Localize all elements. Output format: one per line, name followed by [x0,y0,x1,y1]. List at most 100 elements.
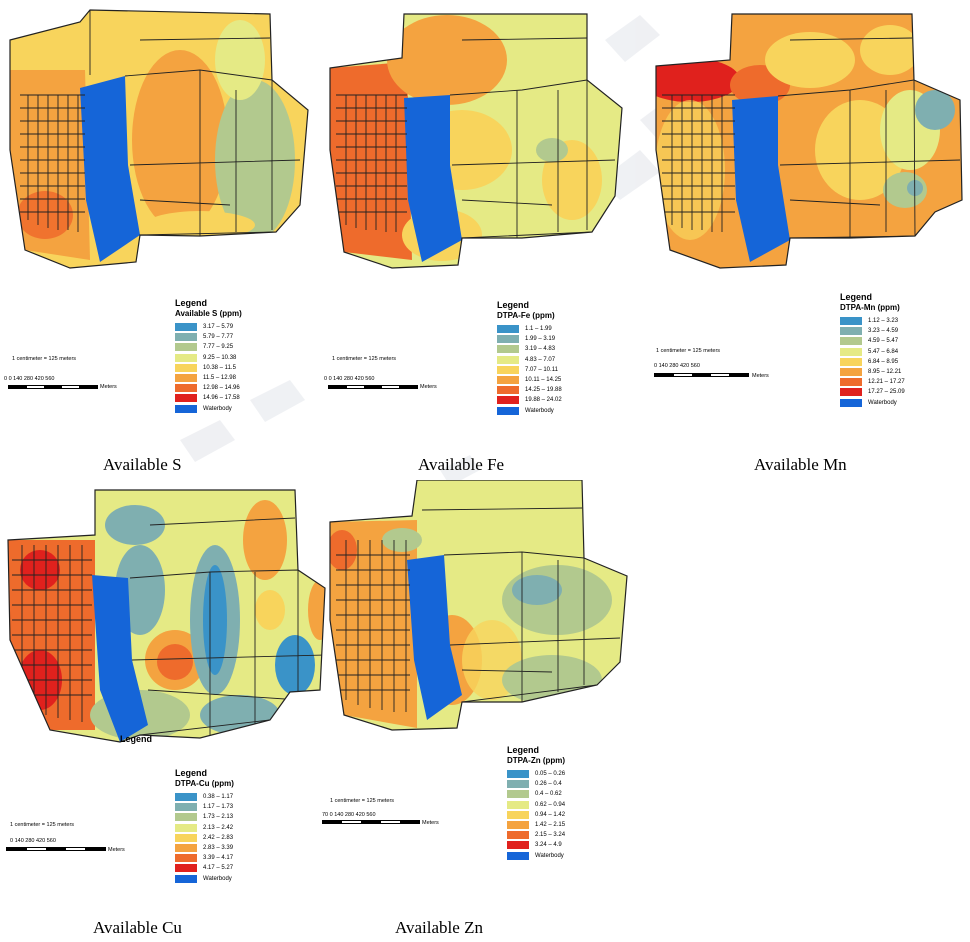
legend-swatch [175,353,197,362]
legend-swatch [175,363,197,372]
legend-swatch [507,810,529,819]
scale-ticks: 0 0 140 280 420 560 [4,376,55,382]
legend-range-label: 0.05 – 0.26 [535,771,566,778]
legend-range-label: 1.99 – 3.19 [525,336,556,343]
legend-range-label: 3.23 – 4.59 [868,328,899,335]
legend-row: 19.88 – 24.02 [497,395,607,405]
legend-range-label: 0.26 – 0.4 [535,781,562,788]
legend-heading: Legend [175,768,208,778]
legend-range-label: 1.42 – 2.15 [535,822,566,829]
legend-row: 2.42 – 2.83 [175,833,285,843]
legend-range-label: 1.12 – 3.23 [868,318,899,325]
legend-swatch [175,394,197,403]
legend-row: 2.15 – 3.24 [507,830,617,840]
legend-range-label: 2.42 – 2.83 [203,834,234,841]
legend-range-label: 0.62 – 0.94 [535,801,566,808]
legend-row: 12.98 – 14.96 [175,383,285,393]
legend-row: 11.5 – 12.98 [175,373,285,383]
legend-row: Waterbody [497,406,607,416]
scale-bar [8,385,98,389]
sulfur-legend: Legend Available S (ppm) 3.17 – 5.79 5.79… [175,298,285,414]
legend-swatch [840,327,862,336]
legend-range-label: 3.24 – 4.9 [535,842,562,849]
legend-range-label: 1.17 – 1.73 [203,804,234,811]
legend-row: 3.39 – 4.17 [175,853,285,863]
scale-bar [322,820,420,824]
legend-row: 3.24 – 4.9 [507,840,617,850]
legend-swatch [507,790,529,799]
legend-range-label: 5.47 – 6.84 [868,348,899,355]
legend-swatch [840,398,862,407]
legend-swatch [840,317,862,326]
legend-swatch [497,386,519,395]
iron-legend: Legend DTPA-Fe (ppm) 1.1 – 1.99 1.99 – 3.… [497,300,607,416]
scale-ticks: 0 140 280 420 560 [10,838,56,844]
legend-range-label: Waterbody [868,399,897,406]
legend-row: 8.95 – 12.21 [840,367,950,377]
legend-range-label: 3.17 – 5.79 [203,324,234,331]
legend-swatch [175,384,197,393]
legend-range-label: 2.15 – 3.24 [535,832,566,839]
legend-swatch [175,333,197,342]
legend-row: 1.73 – 2.13 [175,812,285,822]
legend-swatch [175,343,197,352]
legend-subtitle: DTPA-Cu (ppm) [175,779,234,788]
legend-row: 6.84 – 8.95 [840,357,950,367]
legend-range-label: 4.17 – 5.27 [203,865,234,872]
scale-note: 1 centimeter = 125 meters [12,356,77,362]
scale-note: 1 centimeter = 125 meters [10,822,75,828]
legend-range-label: 7.77 – 9.25 [203,344,234,351]
legend-range-label: 0.94 – 1.42 [535,811,566,818]
legend-heading: Legend [175,298,208,308]
legend-row: Waterbody [175,404,285,414]
map-panel-sulfur: Legend Available S (ppm) 3.17 – 5.79 5.79… [0,0,320,480]
legend-range-label: 7.07 – 10.11 [525,366,558,373]
legend-range-label: 4.59 – 5.47 [868,338,899,345]
scale-bar [328,385,418,389]
legend-row: 14.96 – 17.58 [175,393,285,403]
legend-heading: Legend [497,300,530,310]
legend-range-label: Waterbody [203,875,232,882]
legend-swatch [840,357,862,366]
zinc-map [329,480,628,731]
legend-row: 0.38 – 1.17 [175,792,285,802]
legend-swatch [507,831,529,840]
legend-swatch [497,396,519,405]
legend-range-label: 3.39 – 4.17 [203,855,234,862]
legend-row: 0.4 – 0.62 [507,789,617,799]
legend-swatch [507,821,529,830]
legend-swatch [497,365,519,374]
sulfur-map [9,9,309,269]
legend-range-label: 5.79 – 7.77 [203,334,234,341]
scale-note: 1 centimeter = 125 meters [656,348,721,354]
legend-swatch [175,844,197,853]
legend-row: 14.25 – 19.88 [497,385,607,395]
legend-range-label: Waterbody [525,407,554,414]
legend-swatch [507,841,529,850]
legend-swatch [507,780,529,789]
legend-row: 2.83 – 3.39 [175,843,285,853]
legend-range-label: 3.19 – 4.83 [525,346,556,353]
legend-swatch [840,368,862,377]
legend-range-label: 12.21 – 17.27 [868,379,905,386]
legend-classes: 3.17 – 5.79 5.79 – 7.77 7.77 – 9.25 9.25 – … [175,322,285,414]
legend-classes: 0.05 – 0.26 0.26 – 0.4 0.4 – 0.62 0.62 – 0.… [507,769,617,861]
legend-row: Waterbody [507,851,617,861]
legend-row: 1.12 – 3.23 [840,316,950,326]
scale-bar [6,847,106,851]
legend-heading: Legend [507,745,540,755]
legend-row: 0.62 – 0.94 [507,800,617,810]
legend-row: 1.99 – 3.19 [497,334,607,344]
legend-subtitle: DTPA-Zn (ppm) [507,756,566,765]
caption-manganese: Available Mn [754,455,847,474]
legend-swatch [497,376,519,385]
legend-row: 10.11 – 14.25 [497,375,607,385]
scale-unit: Meters [420,384,437,390]
legend-row: 17.27 – 25.09 [840,387,950,397]
legend-swatch [175,374,197,383]
legend-classes: 0.38 – 1.17 1.17 – 1.73 1.73 – 2.13 2.13 – … [175,792,285,884]
legend-subtitle: Available S (ppm) [175,309,242,318]
scale-unit: Meters [100,384,117,390]
legend-swatch [175,323,197,332]
legend-row: 0.94 – 1.42 [507,810,617,820]
